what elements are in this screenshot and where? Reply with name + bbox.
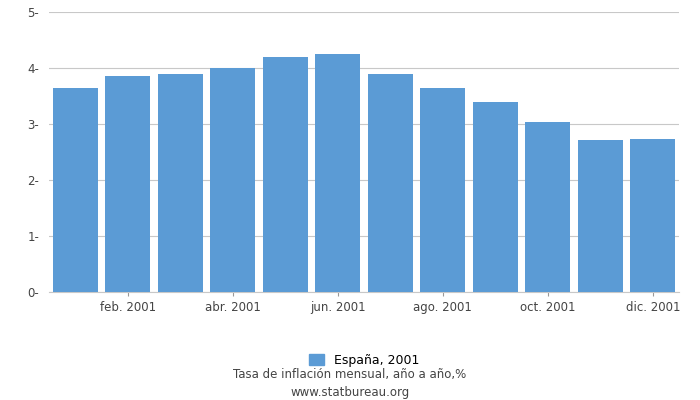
- Bar: [631, 139, 675, 292]
- Legend: España, 2001: España, 2001: [304, 349, 424, 372]
- Bar: [106, 76, 150, 292]
- Bar: [53, 88, 97, 292]
- Bar: [211, 68, 255, 292]
- Bar: [316, 54, 360, 292]
- Bar: [421, 88, 465, 292]
- Text: Tasa de inflación mensual, año a año,%: Tasa de inflación mensual, año a año,%: [233, 368, 467, 381]
- Bar: [263, 57, 307, 292]
- Bar: [526, 122, 570, 292]
- Bar: [578, 140, 622, 292]
- Bar: [158, 74, 202, 292]
- Bar: [368, 74, 412, 292]
- Bar: [473, 102, 517, 292]
- Text: www.statbureau.org: www.statbureau.org: [290, 386, 410, 399]
